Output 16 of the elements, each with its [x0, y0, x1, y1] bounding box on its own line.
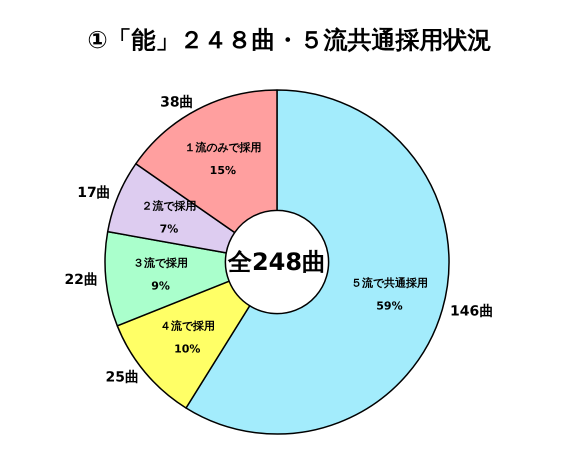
slice-label: ４流で採用 [160, 320, 215, 333]
data-label: 38曲 [160, 94, 194, 110]
text: 9% [151, 279, 170, 292]
data-label: 22曲 [64, 272, 98, 288]
slice-label: ５流で共通採用 [350, 276, 428, 290]
slice-label: ３流で採用 [133, 256, 188, 270]
data-label: 146曲 [450, 304, 494, 320]
text: 7% [160, 222, 178, 236]
text: 59% [376, 300, 403, 313]
data-label: 17曲 [77, 185, 111, 202]
data-label: 25曲 [105, 370, 139, 386]
chart-title: ①「能」２４８曲・５流共通採用状況 [87, 26, 492, 54]
text: 全248曲 [226, 248, 326, 276]
slice-label: １流のみで採用 [184, 140, 262, 154]
text: 15% [210, 164, 236, 177]
text: 10% [174, 342, 200, 356]
